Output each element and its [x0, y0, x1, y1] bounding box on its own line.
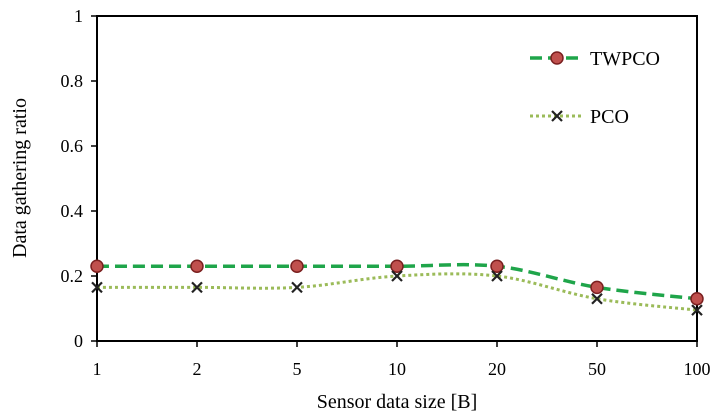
- data-point-pco: [391, 270, 403, 282]
- y-tick-label: 0.8: [61, 71, 84, 91]
- y-tick-label: 0.4: [61, 201, 84, 221]
- data-point-twpco: [690, 292, 704, 306]
- y-tick-label: 1: [74, 6, 83, 26]
- x-tick-label: 10: [388, 359, 406, 379]
- x-axis-label: Sensor data size [B]: [317, 391, 478, 413]
- x-tick-label: 2: [193, 359, 202, 379]
- series-markers: [90, 259, 704, 316]
- y-tick-label: 0.2: [61, 266, 84, 286]
- data-point-twpco: [290, 259, 304, 273]
- legend-marker-pco: [551, 110, 563, 122]
- data-point-twpco: [490, 259, 504, 273]
- data-point-pco: [591, 292, 603, 305]
- x-tick-label: 20: [488, 359, 506, 379]
- data-point-pco: [491, 270, 503, 282]
- legend-label-pco: PCO: [590, 106, 629, 128]
- x-tick-label: 1: [93, 359, 102, 379]
- data-point-pco: [291, 281, 303, 294]
- data-point-twpco: [590, 280, 604, 295]
- data-point-pco: [191, 281, 203, 294]
- x-tick-label: 50: [588, 359, 606, 379]
- legend-marker-twpco: [550, 51, 564, 65]
- data-point-twpco: [390, 259, 404, 273]
- data-point-pco: [691, 304, 703, 316]
- y-axis: 0 0.2 0.4 0.6 0.8 1: [61, 6, 97, 351]
- data-point-pco: [91, 281, 103, 294]
- legend: TWPCO PCO: [530, 48, 660, 128]
- y-tick-label: 0.6: [61, 136, 84, 156]
- x-axis: 1 2 5 10 20 50 100: [93, 341, 711, 379]
- legend-label-twpco: TWPCO: [590, 48, 660, 70]
- y-axis-label: Data gathering ratio: [9, 98, 31, 258]
- x-tick-label: 100: [684, 359, 711, 379]
- x-tick-label: 5: [293, 359, 302, 379]
- y-tick-label: 0: [74, 331, 83, 351]
- data-point-twpco: [190, 259, 204, 273]
- data-point-twpco: [90, 259, 104, 273]
